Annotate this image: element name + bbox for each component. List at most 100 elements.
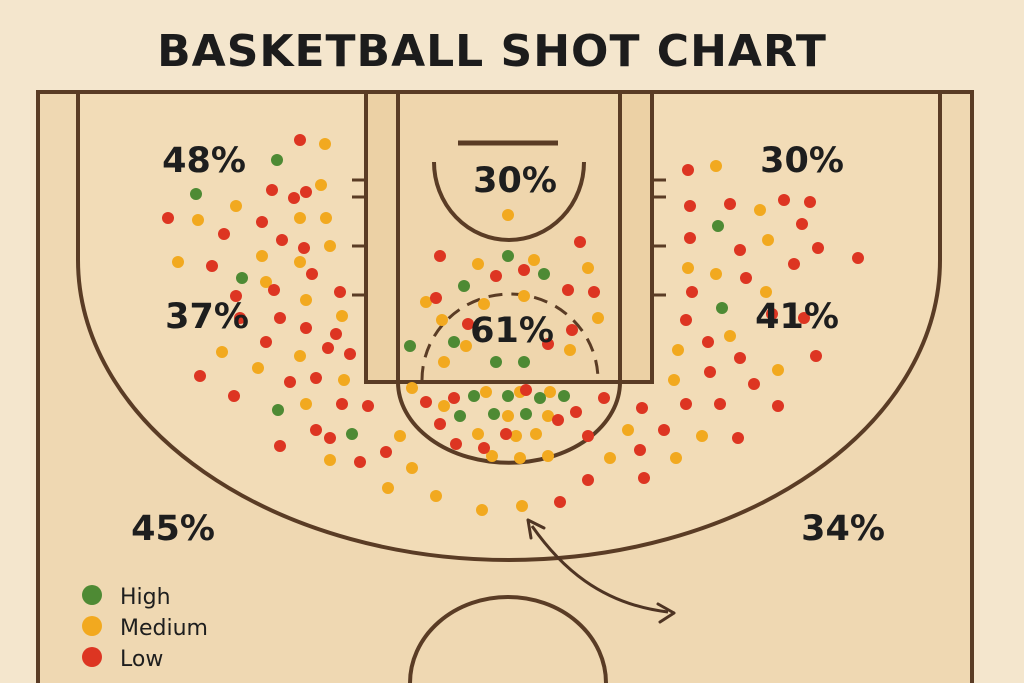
shot-marker-medium (394, 430, 406, 442)
shot-marker-medium (542, 450, 554, 462)
shot-marker-low (636, 402, 648, 414)
shot-marker-low (686, 286, 698, 298)
shot-marker-low (276, 234, 288, 246)
shot-marker-medium (438, 400, 450, 412)
shot-marker-medium (430, 490, 442, 502)
shot-marker-medium (528, 254, 540, 266)
shot-marker-medium (338, 374, 350, 386)
shot-marker-low (552, 414, 564, 426)
shot-marker-medium (564, 344, 576, 356)
shot-marker-high (538, 268, 550, 280)
shot-marker-low (520, 384, 532, 396)
shot-marker-medium (514, 452, 526, 464)
shot-marker-medium (762, 234, 774, 246)
shot-marker-medium (438, 356, 450, 368)
shot-marker-low (598, 392, 610, 404)
shot-marker-low (274, 440, 286, 452)
shot-marker-low (570, 406, 582, 418)
shot-marker-medium (696, 430, 708, 442)
shot-marker-medium (754, 204, 766, 216)
shot-marker-low (362, 400, 374, 412)
shot-marker-low (500, 428, 512, 440)
zone-label-paint-top: 30% (473, 161, 557, 201)
shot-marker-low (582, 430, 594, 442)
shot-marker-high (490, 356, 502, 368)
shot-marker-medium (256, 250, 268, 262)
shot-marker-low (634, 444, 646, 456)
shot-marker-medium (420, 296, 432, 308)
shot-marker-low (228, 390, 240, 402)
shot-marker-low (680, 398, 692, 410)
lane-outer-line (364, 90, 654, 384)
shot-marker-low (588, 286, 600, 298)
shot-marker-high (454, 410, 466, 422)
shot-marker-medium (760, 286, 772, 298)
zone-label-left-deep: 45% (131, 509, 215, 549)
shot-marker-low (638, 472, 650, 484)
shot-marker-low (766, 308, 778, 320)
shot-marker-medium (315, 179, 327, 191)
shot-marker-low (256, 216, 268, 228)
shot-marker-low (266, 184, 278, 196)
shot-marker-low (218, 228, 230, 240)
shot-marker-medium (336, 310, 348, 322)
shot-marker-low (300, 322, 312, 334)
chart-title: BASKETBALL SHOT CHART (157, 26, 827, 77)
shot-marker-low (682, 164, 694, 176)
shot-marker-medium (510, 430, 522, 442)
zone-label-right-wing: 41% (755, 297, 839, 337)
shot-marker-low (448, 392, 460, 404)
shot-marker-low (268, 284, 280, 296)
shot-marker-low (284, 376, 296, 388)
shot-marker-low (732, 432, 744, 444)
legend: High Medium Low (82, 585, 208, 672)
free-throw-circle (396, 381, 622, 465)
shot-marker-medium (382, 482, 394, 494)
shot-marker-low (330, 328, 342, 340)
shot-marker-high (346, 428, 358, 440)
shot-marker-low (684, 200, 696, 212)
shot-marker-low (804, 196, 816, 208)
shot-marker-low (582, 474, 594, 486)
zone-label-left-corner-top: 48% (162, 141, 246, 181)
shot-marker-low (354, 456, 366, 468)
shot-marker-low (658, 424, 670, 436)
restricted-arc (432, 161, 586, 242)
shot-marker-low (724, 198, 736, 210)
shot-marker-low (734, 352, 746, 364)
shot-marker-low (796, 218, 808, 230)
shot-marker-high (404, 340, 416, 352)
shot-marker-low (788, 258, 800, 270)
shot-marker-low (704, 366, 716, 378)
shot-marker-low (194, 370, 206, 382)
shot-marker-low (702, 336, 714, 348)
shot-marker-low (336, 398, 348, 410)
shot-marker-medium (230, 200, 242, 212)
shot-marker-high (518, 356, 530, 368)
shot-marker-medium (406, 382, 418, 394)
zone-label-left-wing: 37% (165, 297, 249, 337)
shot-marker-medium (592, 312, 604, 324)
shot-marker-high (458, 280, 470, 292)
shot-marker-low (324, 432, 336, 444)
shot-marker-medium (480, 386, 492, 398)
shot-marker-high (520, 408, 532, 420)
legend-label-low: Low (120, 647, 163, 672)
shot-marker-medium (502, 209, 514, 221)
shot-marker-medium (710, 160, 722, 172)
shot-marker-medium (300, 398, 312, 410)
shot-marker-low (310, 372, 322, 384)
shot-marker-low (162, 212, 174, 224)
shot-marker-medium (294, 350, 306, 362)
shot-marker-medium (518, 290, 530, 302)
zone-label-right-deep: 34% (801, 509, 885, 549)
shot-marker-high (502, 390, 514, 402)
shot-marker-low (434, 418, 446, 430)
legend-swatch-medium (82, 616, 102, 636)
shot-marker-medium (622, 424, 634, 436)
curved-arrow (526, 518, 676, 624)
shot-marker-high (502, 250, 514, 262)
shot-marker-low (288, 192, 300, 204)
shot-marker-medium (472, 258, 484, 270)
legend-label-medium: Medium (120, 616, 208, 641)
